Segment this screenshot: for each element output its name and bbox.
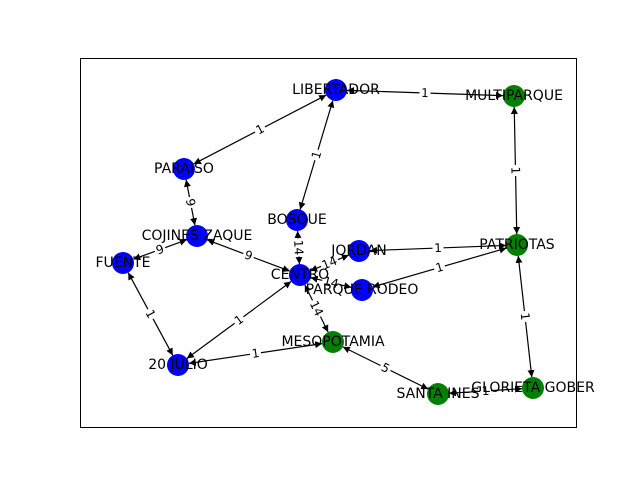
edge-weight-text: 1 [508, 167, 522, 175]
edge-weight-background [432, 239, 444, 256]
edge-weight-centro-20julio: 1 [229, 310, 248, 329]
node-label-20julio: 20 JULIO [148, 357, 208, 373]
edge-weight-text: 1 [434, 260, 445, 276]
node-cojines [186, 225, 208, 247]
node-bosque [286, 209, 308, 231]
edge-weight-multiparque-patriotas: 1 [508, 164, 524, 177]
node-multiparque [503, 85, 525, 107]
plot-frame [80, 58, 577, 428]
edge-weight-patriotas-glorieta: 1 [517, 310, 534, 323]
edge-weight-cojines-centro: 9 [240, 246, 257, 264]
edge-weight-centro-jordan: 14 [318, 252, 341, 273]
edge-weight-background [431, 258, 447, 276]
edge-weight-background [306, 296, 328, 320]
node-patriotas [506, 234, 528, 256]
node-label-multiparque: MULTIPARQUE [465, 88, 563, 104]
node-label-mesopotamia: MESOPOTAMIA [281, 334, 385, 350]
edge-weight-background [508, 164, 524, 177]
edge-weight-20julio-mesopotamia: 1 [248, 344, 262, 362]
edge-weight-text: 1 [518, 312, 533, 321]
edge-weight-background [229, 310, 248, 329]
node-centro [289, 264, 311, 286]
node-santaines [427, 383, 449, 405]
edge-weight-text: 1 [309, 149, 325, 160]
node-label-santaines: SANTA INES [396, 386, 479, 402]
node-20julio [167, 354, 189, 376]
edge-weight-text: 14 [320, 254, 339, 273]
node-label-jordan: JORDAN [330, 243, 386, 259]
edge-weight-text: 1 [251, 346, 261, 361]
edge-weight-text: 14 [322, 274, 340, 291]
edge-weight-background [152, 240, 168, 258]
node-label-parquerodeo: PARQUE RODEO [306, 282, 419, 298]
edge-weight-bosque-centro: 14 [291, 238, 307, 257]
node-label-paraiso: PARAISO [154, 161, 214, 177]
edge-weight-cojines-fuente: 9 [152, 240, 168, 258]
edge-weight-background [479, 382, 492, 399]
edge-weight-text: 9 [154, 242, 166, 258]
edge-weight-centro-mesopotamia: 14 [306, 296, 328, 320]
node-label-glorieta: GLORIETA GOBER [471, 380, 595, 396]
node-label-fuente: FUENTE [95, 255, 150, 271]
node-parquerodeo [351, 279, 373, 301]
edge-weight-background [318, 252, 341, 273]
edge-weight-fuente-20julio: 1 [141, 305, 161, 323]
edge-weight-background [320, 272, 342, 292]
edge-weight-background [182, 195, 200, 210]
edge-weight-background [419, 84, 431, 101]
edge-weight-libertador-multiparque: 1 [419, 84, 431, 101]
node-label-centro: CENTRO [271, 267, 329, 283]
node-libertador [325, 79, 347, 101]
edge-weight-background [251, 119, 269, 139]
edge-weight-text: 1 [421, 86, 429, 100]
node-label-libertador: LIBERTADOR [292, 82, 380, 98]
node-labels-layer: LIBERTADOR MULTIPARQUE PARAISO BOSQUE COJINE… [95, 82, 594, 402]
node-fuente [112, 252, 134, 274]
node-paraiso [173, 158, 195, 180]
node-glorieta [522, 377, 544, 399]
edge-weight-background [248, 344, 262, 362]
edge-weight-background [141, 305, 161, 323]
edge-weight-text: 1 [481, 384, 490, 398]
edge-weight-background [240, 246, 257, 264]
edge-weight-text: 9 [183, 197, 198, 207]
edge-weight-jordan-patriotas: 1 [432, 239, 444, 256]
edge-weight-paraiso-cojines: 9 [182, 195, 200, 210]
edge-weight-background [307, 147, 325, 163]
edge-weight-text: 14 [307, 299, 326, 319]
nodes-layer [112, 79, 544, 405]
edge-weight-santaines-glorieta: 1 [479, 382, 492, 399]
edge-weight-background [517, 310, 534, 323]
edge-weight-text: 1 [434, 241, 442, 255]
node-label-patriotas: PATRIOTAS [479, 237, 555, 253]
node-jordan [348, 240, 370, 262]
edge-weight-parquerodeo-patriotas: 1 [431, 258, 447, 276]
node-mesopotamia [322, 331, 344, 353]
edge-weight-mesopotamia-santaines: 5 [377, 358, 394, 377]
edge-weight-text: 14 [291, 239, 306, 255]
node-label-bosque: BOSQUE [267, 212, 326, 228]
edge-weight-background [377, 358, 394, 377]
edge-weight-background [291, 238, 307, 257]
edge-weight-libertador-bosque: 1 [307, 147, 325, 163]
edge-weight-libertador-paraiso: 1 [251, 119, 269, 139]
node-label-cojines: COJINES ZAQUE [142, 228, 253, 244]
edge-weight-centro-parquerodeo: 14 [320, 272, 342, 292]
